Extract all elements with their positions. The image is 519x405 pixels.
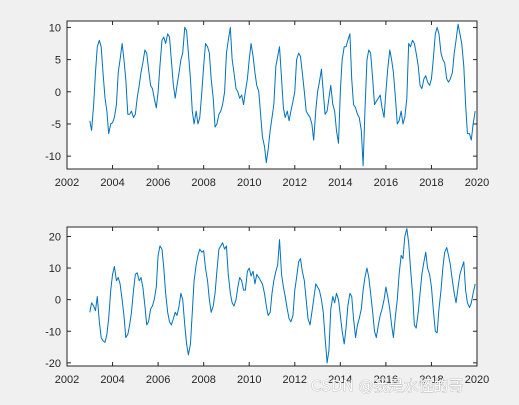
bottom-y-tick-label: -10 xyxy=(45,326,61,338)
bottom-x-tick-label: 2016 xyxy=(374,374,398,386)
bottom-x-tick-label: 2008 xyxy=(191,374,215,386)
bottom-x-tick-label: 2004 xyxy=(100,374,124,386)
top-x-tick-label: 2008 xyxy=(191,177,215,189)
top-y-tick-label: -10 xyxy=(45,151,61,163)
top-x-tick-label: 2002 xyxy=(55,177,79,189)
bottom-x-tick-label: 2012 xyxy=(283,374,307,386)
top-axes: 2002 2004 2006 2008 2010 2012 2014 2016 2018 2020… xyxy=(45,20,489,189)
watermark-text: CSDN @我是水怪的哥 xyxy=(311,377,464,395)
top-y-tick-label: 0 xyxy=(55,87,61,99)
top-y-tick-label: -5 xyxy=(51,119,61,131)
top-x-tick-label: 2014 xyxy=(328,177,352,189)
bottom-x-tick-label: 2018 xyxy=(419,374,443,386)
top-x-tick-label: 2012 xyxy=(283,177,307,189)
bottom-series-line xyxy=(89,228,476,364)
top-plot-area xyxy=(66,20,478,170)
top-x-tick-label: 2020 xyxy=(465,177,489,189)
bottom-y-tick-label: 10 xyxy=(49,263,61,275)
bottom-x-tick-label: 2014 xyxy=(328,374,352,386)
bottom-y-tick-label: 20 xyxy=(49,231,61,243)
bottom-y-tick-label: -20 xyxy=(45,358,61,370)
bottom-y-tick-label: 0 xyxy=(55,295,61,307)
top-x-tick-label: 2018 xyxy=(419,177,443,189)
bottom-x-tick-label: 2006 xyxy=(146,374,170,386)
bottom-axes: 2002 2004 2006 2008 2010 2012 2014 2016 2018 2020… xyxy=(45,226,489,386)
top-x-tick-label: 2004 xyxy=(100,177,124,189)
bottom-x-tick-label: 2020 xyxy=(465,374,489,386)
top-x-tick-label: 2010 xyxy=(237,177,261,189)
bottom-x-tick-label: 2002 xyxy=(55,374,79,386)
bottom-x-tick-label: 2010 xyxy=(237,374,261,386)
top-y-tick-label: 5 xyxy=(55,55,61,67)
top-y-tick-label: 10 xyxy=(49,22,61,34)
top-x-tick-label: 2006 xyxy=(146,177,170,189)
top-series-line xyxy=(89,23,476,167)
top-x-tick-label: 2016 xyxy=(374,177,398,189)
